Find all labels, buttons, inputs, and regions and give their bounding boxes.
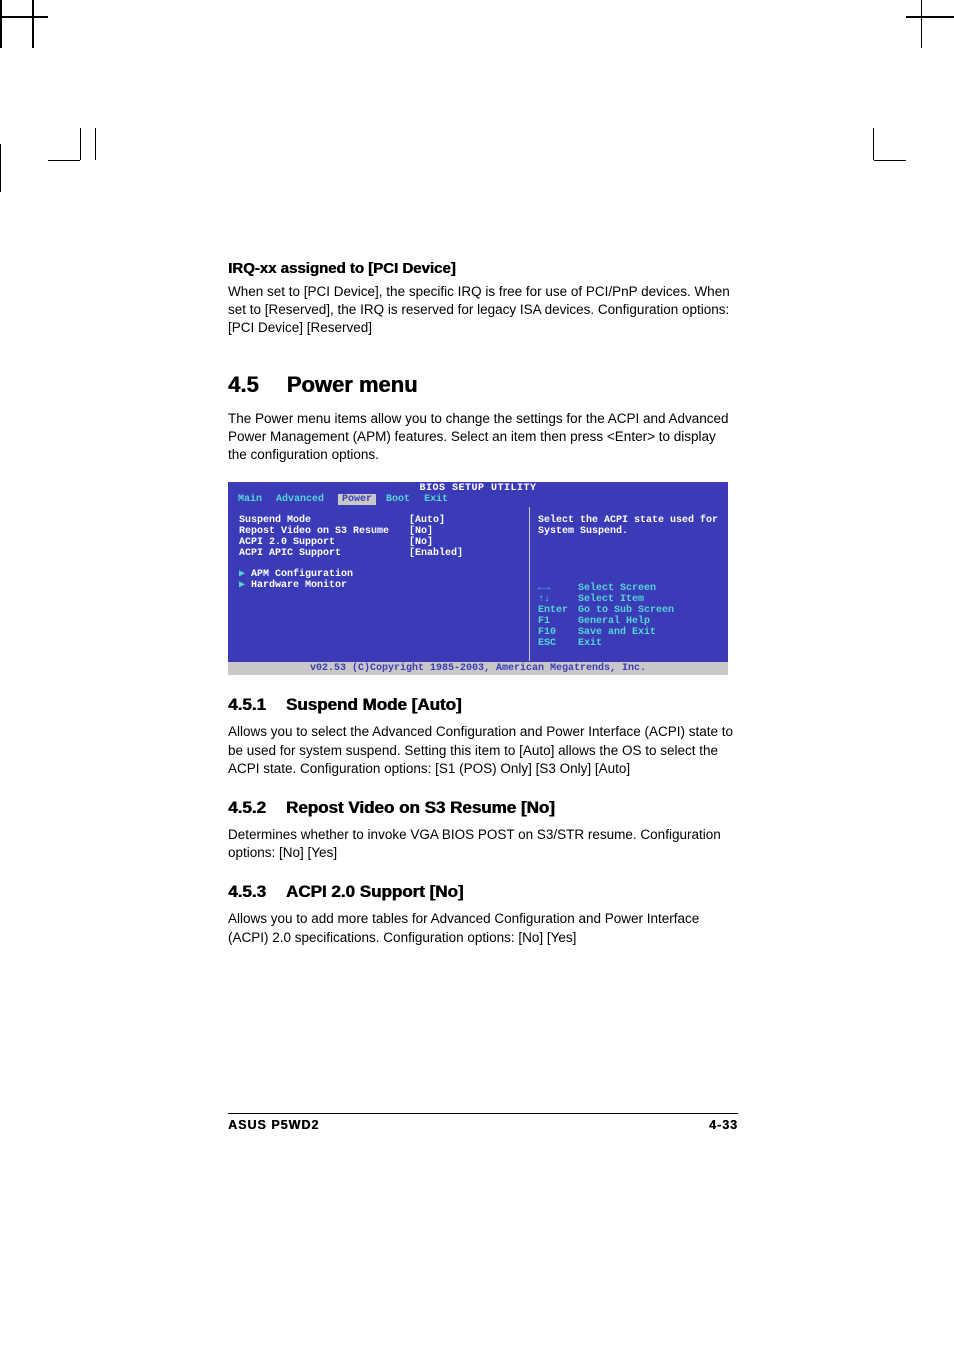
crop-mark [80, 128, 81, 160]
bios-row: Repost Video on S3 Resume[No] [239, 526, 519, 537]
heading-number: 4.5.1 [228, 695, 266, 715]
bios-help-text: Select the ACPI state used for System Su… [538, 515, 719, 537]
page-footer: ASUS P5WD2 4-33 [228, 1118, 738, 1132]
heading-title: ACPI 2.0 Support [No] [286, 882, 464, 902]
page-content: IRQ-xx assigned to [PCI Device] When set… [228, 260, 738, 953]
crop-mark [874, 160, 906, 161]
bios-tab-main: Main [238, 494, 276, 505]
footer-rule [228, 1113, 738, 1114]
crop-mark [873, 128, 874, 160]
body-4-5-1: Allows you to select the Advanced Config… [228, 723, 738, 778]
crop-mark [95, 128, 96, 160]
body-4-5: The Power menu items allow you to change… [228, 410, 738, 465]
body-4-5-3: Allows you to add more tables for Advanc… [228, 910, 738, 946]
heading-irq: IRQ-xx assigned to [PCI Device] [228, 260, 738, 277]
bios-submenu: ▶Hardware Monitor [239, 580, 519, 591]
heading-title: Repost Video on S3 Resume [No] [286, 798, 555, 818]
bios-tab-power: Power [338, 494, 376, 505]
body-irq: When set to [PCI Device], the specific I… [228, 283, 738, 338]
crop-mark [0, 96, 48, 144]
bios-keys: ←→Select Screen ↑↓Select Item EnterGo to… [538, 583, 674, 649]
crop-mark [0, 144, 1, 192]
body-4-5-2: Determines whether to invoke VGA BIOS PO… [228, 826, 738, 862]
bios-submenu: ▶APM Configuration [239, 569, 519, 580]
arrow-icon: ▶ [239, 580, 251, 591]
crop-mark [0, 48, 18, 96]
footer-left: ASUS P5WD2 [228, 1118, 319, 1132]
bios-tabs: Main Advanced Power Boot Exit [228, 494, 728, 507]
heading-number: 4.5.2 [228, 798, 266, 818]
heading-4-5-3: 4.5.3 ACPI 2.0 Support [No] [228, 882, 738, 902]
heading-number: 4.5 [228, 372, 259, 398]
heading-4-5: 4.5 Power menu [228, 372, 738, 398]
arrow-icon: ▶ [239, 569, 251, 580]
bios-screenshot: BIOS SETUP UTILITY Main Advanced Power B… [228, 482, 728, 675]
heading-title: Suspend Mode [Auto] [286, 695, 462, 715]
bios-body: Suspend Mode[Auto] Repost Video on S3 Re… [228, 507, 728, 662]
crop-mark [48, 160, 80, 161]
bios-footer: v02.53 (C)Copyright 1985-2003, American … [228, 662, 728, 675]
bios-right-panel: Select the ACPI state used for System Su… [529, 507, 727, 661]
bios-title: BIOS SETUP UTILITY [228, 482, 728, 494]
bios-row: Suspend Mode[Auto] [239, 515, 519, 526]
heading-4-5-1: 4.5.1 Suspend Mode [Auto] [228, 695, 738, 715]
bios-tab-boot: Boot [386, 494, 424, 505]
heading-number: 4.5.3 [228, 882, 266, 902]
bios-left-panel: Suspend Mode[Auto] Repost Video on S3 Re… [229, 507, 529, 661]
footer-right: 4-33 [709, 1118, 738, 1132]
bios-row: ACPI APIC Support[Enabled] [239, 548, 519, 559]
heading-title: Power menu [287, 372, 418, 398]
crop-mark [0, 0, 48, 48]
heading-4-5-2: 4.5.2 Repost Video on S3 Resume [No] [228, 798, 738, 818]
bios-row: ACPI 2.0 Support[No] [239, 537, 519, 548]
bios-tab-exit: Exit [424, 494, 462, 505]
bios-tab-advanced: Advanced [276, 494, 338, 505]
